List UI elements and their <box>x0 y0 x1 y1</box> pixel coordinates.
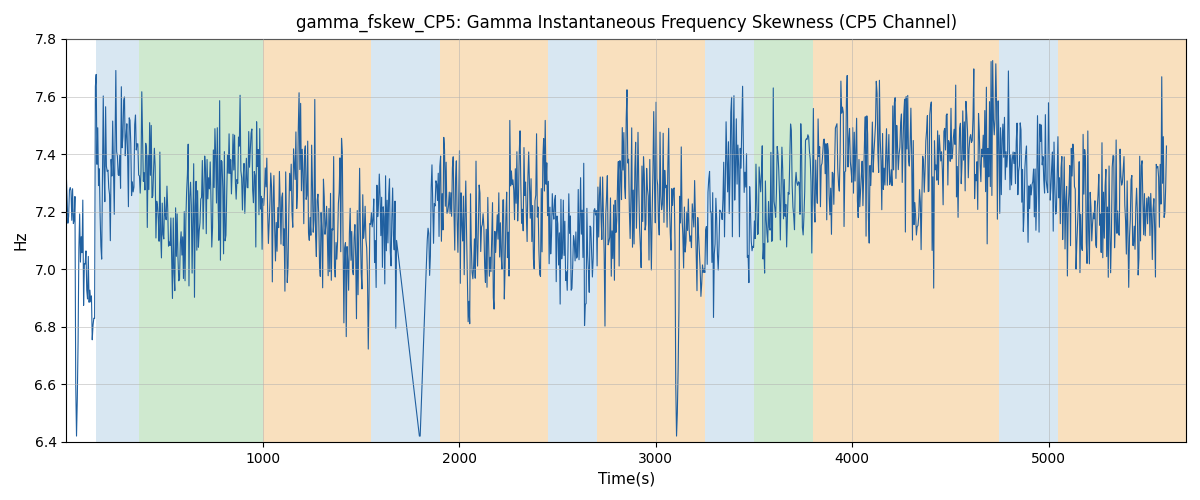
Title: gamma_fskew_CP5: Gamma Instantaneous Frequency Skewness (CP5 Channel): gamma_fskew_CP5: Gamma Instantaneous Fre… <box>295 14 956 32</box>
Bar <box>96 39 139 442</box>
Bar <box>812 39 1000 442</box>
Bar <box>439 39 547 442</box>
Bar <box>754 39 812 442</box>
Bar <box>1000 39 1058 442</box>
Bar <box>1058 39 1186 442</box>
Bar <box>547 39 596 442</box>
Bar <box>263 39 371 442</box>
X-axis label: Time(s): Time(s) <box>598 471 655 486</box>
Bar <box>371 39 439 442</box>
Bar <box>704 39 754 442</box>
Bar <box>596 39 704 442</box>
Bar <box>139 39 263 442</box>
Y-axis label: Hz: Hz <box>14 230 29 250</box>
